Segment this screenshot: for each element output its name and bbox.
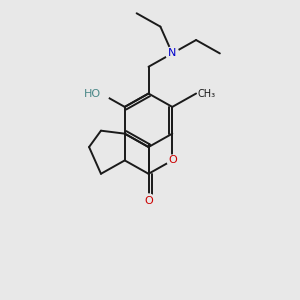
Text: CH₃: CH₃ bbox=[198, 88, 216, 98]
Circle shape bbox=[166, 47, 179, 60]
Text: O: O bbox=[144, 196, 153, 206]
Text: N: N bbox=[168, 48, 176, 59]
Text: HO: HO bbox=[84, 88, 101, 98]
Circle shape bbox=[142, 194, 155, 207]
Circle shape bbox=[93, 85, 109, 102]
Circle shape bbox=[167, 155, 178, 166]
Text: O: O bbox=[168, 155, 177, 165]
